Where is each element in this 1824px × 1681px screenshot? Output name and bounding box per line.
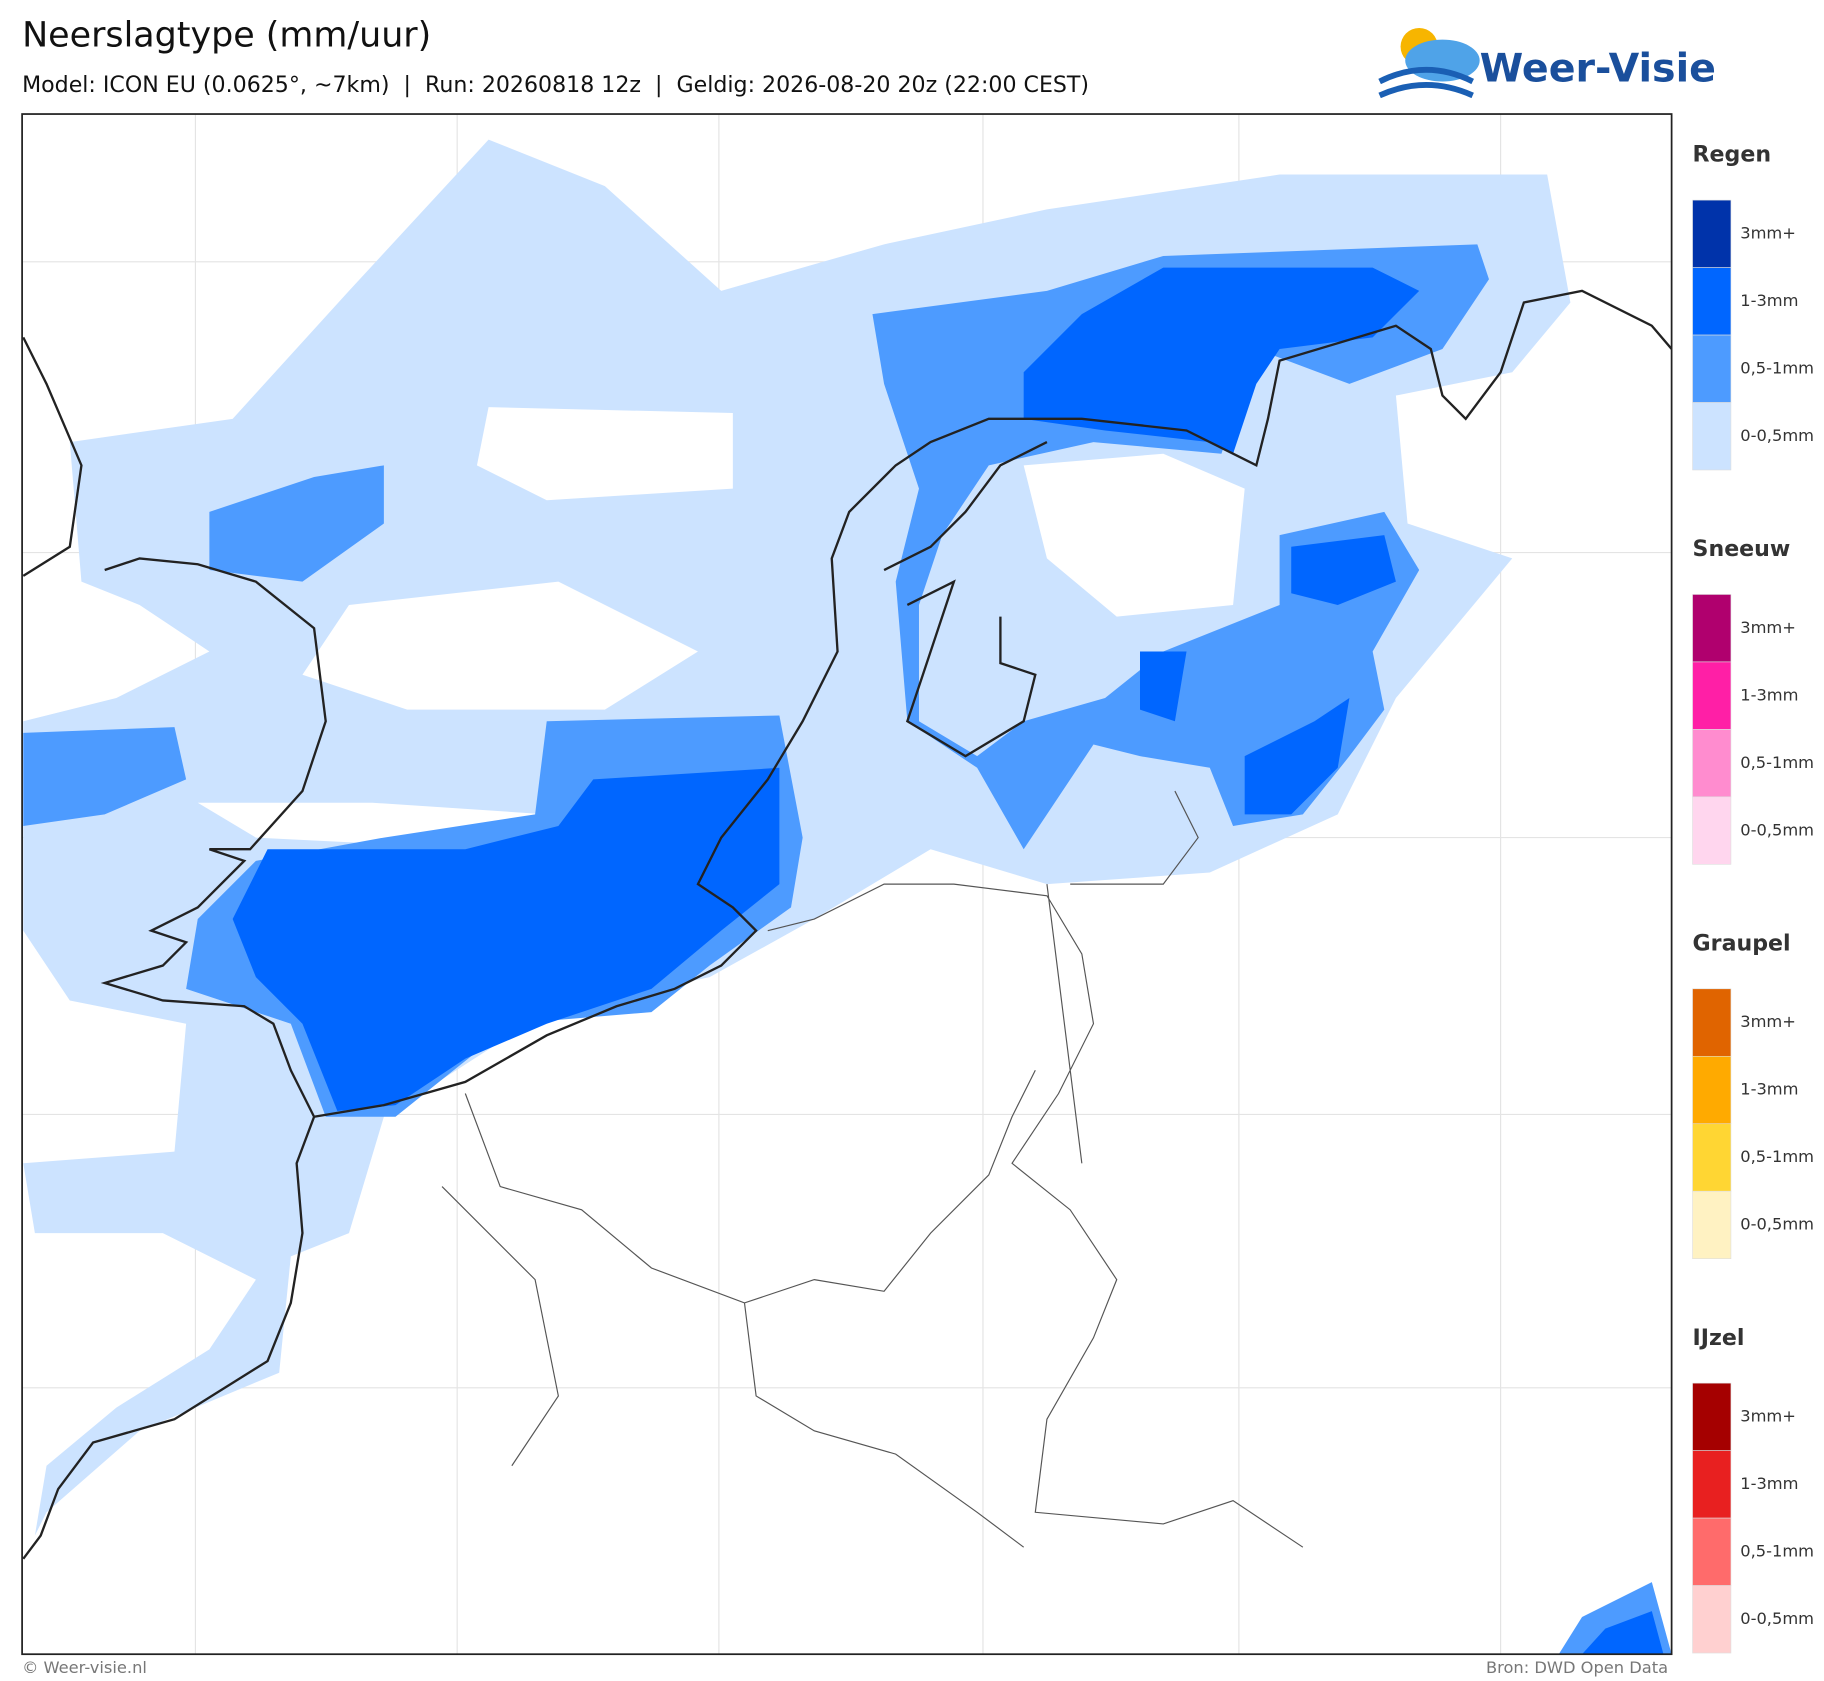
- legend-label: 1-3mm: [1740, 1080, 1798, 1099]
- legend-swatch: [1692, 1450, 1732, 1519]
- legend-label: 3mm+: [1740, 1407, 1796, 1426]
- legend-label: 0,5-1mm: [1740, 1147, 1814, 1166]
- borders: [441, 790, 1304, 1548]
- legend-label: 1-3mm: [1740, 291, 1798, 310]
- legend-swatch: [1692, 334, 1732, 403]
- credit: © Weer-visie.nl: [22, 1658, 147, 1677]
- legend-swatch: [1692, 1055, 1732, 1125]
- coastlines: [22, 289, 1672, 1560]
- legend-title: Sneeuw: [1693, 536, 1791, 562]
- subtitle: Model: ICON EU (0.0625°, ~7km) | Run: 20…: [22, 72, 1089, 98]
- legend-title: Graupel: [1693, 930, 1791, 956]
- legend-label: 0,5-1mm: [1740, 358, 1814, 377]
- legend-swatch: [1692, 594, 1732, 663]
- source: Bron: DWD Open Data: [1486, 1658, 1668, 1677]
- legend-label: 0-0,5mm: [1740, 820, 1814, 839]
- precipitation: [23, 139, 1672, 1655]
- map-frame: [21, 113, 1673, 1656]
- legend-swatch: [1692, 661, 1732, 730]
- legend-title: Regen: [1693, 142, 1772, 168]
- legend-label: 3mm+: [1740, 1012, 1796, 1031]
- legend-label: 3mm+: [1740, 224, 1796, 243]
- legend-label: 3mm+: [1740, 618, 1796, 637]
- logo-text: Weer-Visie: [1480, 45, 1716, 91]
- logo: Weer-Visie: [1378, 27, 1716, 99]
- legend-label: 0,5-1mm: [1740, 1541, 1814, 1560]
- title: Neerslagtype (mm/uur): [22, 16, 431, 56]
- legend-swatch: [1692, 988, 1732, 1057]
- legend-swatch: [1692, 402, 1732, 471]
- legend-label: 0,5-1mm: [1740, 753, 1814, 772]
- legend-label: 0-0,5mm: [1740, 426, 1814, 445]
- legend-swatch: [1692, 1517, 1732, 1586]
- legend-label: 0-0,5mm: [1740, 1609, 1814, 1628]
- legend-label: 0-0,5mm: [1740, 1215, 1814, 1234]
- legend-swatch: [1692, 729, 1732, 798]
- legend-swatch: [1692, 1382, 1732, 1451]
- legend-title: IJzel: [1693, 1325, 1745, 1351]
- legend-swatch: [1692, 199, 1732, 268]
- map: [22, 114, 1672, 1655]
- legend-swatch: [1692, 796, 1732, 865]
- legend-swatch: [1692, 1190, 1732, 1259]
- legend: Regen 3mm+ 1-3mm 0,5-1mm 0-0,5mm Sneeuw 3mm+ 1-…: [1692, 142, 1814, 1654]
- legend-swatch: [1692, 1585, 1732, 1654]
- legend-label: 1-3mm: [1740, 1474, 1798, 1493]
- legend-swatch: [1692, 1123, 1732, 1192]
- legend-swatch: [1692, 267, 1732, 336]
- legend-label: 1-3mm: [1740, 685, 1798, 704]
